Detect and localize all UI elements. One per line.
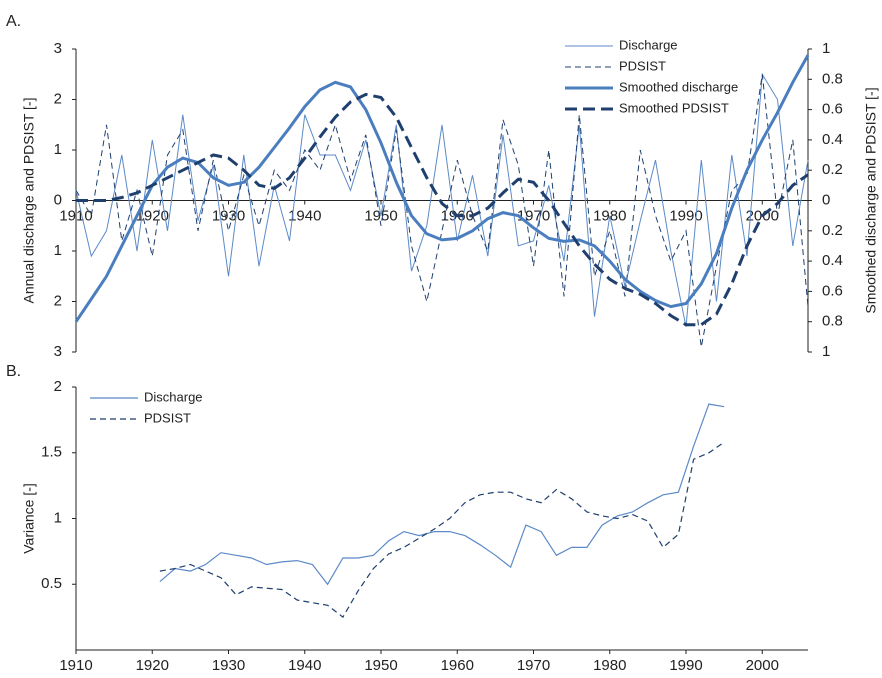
x-tick-label: 1990	[669, 207, 702, 224]
y2-tick-label: 0	[822, 191, 830, 208]
series-line	[74, 54, 810, 323]
x-tick-label: 1950	[364, 657, 397, 674]
series-line	[75, 74, 809, 347]
x-tick-label: 1970	[517, 207, 550, 224]
y-tick-label: 1.5	[41, 444, 62, 461]
series-line	[159, 403, 725, 586]
y-tick-label: 3	[54, 343, 62, 360]
legend-label: Smoothed PDSIST	[619, 100, 729, 115]
y-tick-label: 1	[54, 242, 62, 259]
legend-label: Discharge	[144, 389, 203, 404]
y-axis-title: Annual discharge and PDSIST [-]	[21, 98, 37, 304]
y2-tick-label: 0.8	[822, 313, 843, 330]
x-tick-label: 1930	[212, 207, 245, 224]
x-tick-label: 1940	[288, 207, 321, 224]
x-tick-label: 2000	[746, 657, 779, 674]
x-tick-label: 1910	[59, 657, 92, 674]
x-tick-label: 1920	[136, 657, 169, 674]
y2-tick-label: 0.8	[822, 70, 843, 87]
y2-tick-label: 0.4	[822, 252, 843, 269]
series-line	[76, 92, 809, 327]
y2-tick-label: 1	[822, 40, 830, 57]
y2-tick-label: 1	[822, 343, 830, 360]
y-tick-label: 1	[54, 141, 62, 158]
y-tick-label: 3	[54, 40, 62, 57]
y-axis-title: Variance [-]	[21, 483, 37, 554]
x-tick-label: 1960	[441, 657, 474, 674]
y2-tick-label: 0.2	[822, 161, 843, 178]
series-line	[75, 72, 809, 327]
y2-tick-label: 0.6	[822, 101, 843, 118]
x-tick-label: 1980	[593, 657, 626, 674]
x-tick-label: 1970	[517, 657, 550, 674]
x-tick-label: 1940	[288, 657, 321, 674]
y-tick-label: 0	[54, 191, 62, 208]
x-tick-label: 1990	[669, 657, 702, 674]
y2-tick-label: 0.4	[822, 131, 843, 148]
x-tick-label: 1930	[212, 657, 245, 674]
legend-label: PDSIST	[144, 410, 191, 425]
legend-label: PDSIST	[619, 58, 666, 73]
panel-label: B.	[6, 363, 21, 380]
series-line	[159, 441, 725, 618]
y2-tick-label: 0.2	[822, 222, 843, 239]
y-tick-label: 2	[54, 292, 62, 309]
y-tick-label: 1	[54, 509, 62, 526]
x-tick-label: 1910	[59, 207, 92, 224]
panel-label: A.	[6, 13, 21, 30]
y-tick-label: 0.5	[41, 575, 62, 592]
y-tick-label: 2	[54, 90, 62, 107]
x-tick-label: 1950	[364, 207, 397, 224]
legend-label: Smoothed discharge	[619, 79, 738, 94]
y-tick-label: 2	[54, 378, 62, 395]
y2-axis-title: Smoothed discharge and PDSIST [-]	[863, 87, 879, 313]
y2-tick-label: 0.6	[822, 282, 843, 299]
legend-label: Discharge	[619, 37, 678, 52]
